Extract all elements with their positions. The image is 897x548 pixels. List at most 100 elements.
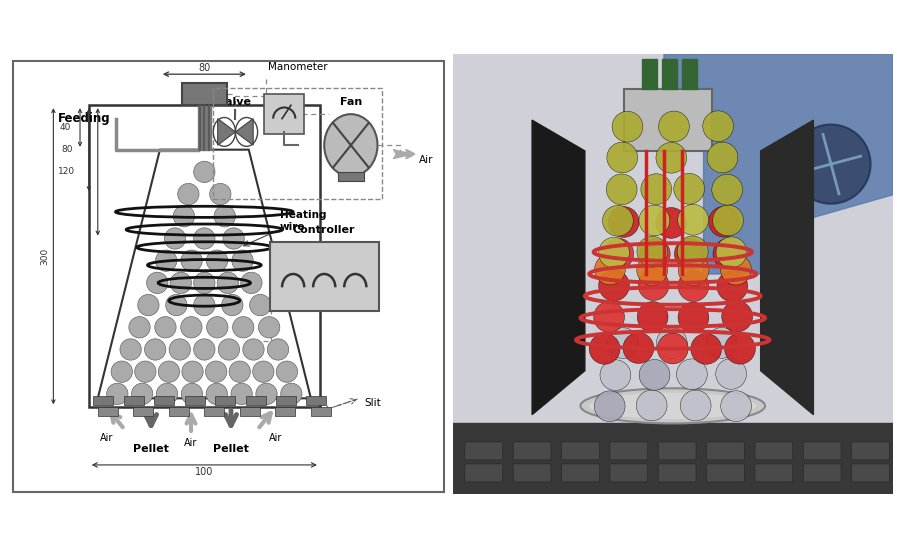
- Bar: [215, 396, 235, 405]
- Circle shape: [677, 236, 708, 267]
- FancyBboxPatch shape: [755, 464, 793, 482]
- Circle shape: [608, 207, 639, 237]
- Circle shape: [222, 294, 243, 316]
- Bar: [662, 59, 677, 89]
- FancyBboxPatch shape: [804, 464, 841, 482]
- Circle shape: [678, 271, 709, 301]
- Circle shape: [658, 111, 689, 142]
- Circle shape: [267, 339, 289, 360]
- Text: 80: 80: [198, 62, 211, 72]
- Text: Pellet: Pellet: [213, 444, 248, 454]
- FancyBboxPatch shape: [610, 464, 648, 482]
- Circle shape: [166, 294, 187, 316]
- Circle shape: [716, 358, 746, 389]
- Circle shape: [657, 328, 687, 358]
- Circle shape: [638, 270, 669, 300]
- FancyBboxPatch shape: [13, 61, 444, 492]
- Bar: [239, 407, 260, 416]
- Circle shape: [636, 390, 667, 421]
- Circle shape: [678, 204, 709, 235]
- Bar: [98, 407, 118, 416]
- Circle shape: [640, 359, 670, 390]
- Bar: [311, 407, 331, 416]
- Circle shape: [164, 228, 186, 249]
- Bar: [275, 407, 295, 416]
- Circle shape: [158, 361, 179, 383]
- Circle shape: [206, 250, 228, 271]
- Circle shape: [637, 255, 667, 286]
- Text: Controller: Controller: [293, 225, 355, 235]
- FancyBboxPatch shape: [265, 94, 304, 134]
- Circle shape: [600, 359, 631, 391]
- Circle shape: [258, 317, 280, 338]
- Circle shape: [589, 334, 620, 364]
- Circle shape: [276, 361, 298, 383]
- Circle shape: [178, 184, 199, 205]
- Circle shape: [658, 333, 688, 364]
- Text: 40: 40: [60, 123, 71, 132]
- FancyBboxPatch shape: [707, 464, 745, 482]
- Circle shape: [640, 238, 670, 270]
- Circle shape: [194, 161, 215, 182]
- FancyBboxPatch shape: [851, 464, 890, 482]
- Circle shape: [791, 124, 870, 204]
- Circle shape: [132, 383, 152, 404]
- Circle shape: [678, 255, 709, 286]
- Circle shape: [598, 270, 630, 301]
- FancyBboxPatch shape: [624, 89, 712, 151]
- Polygon shape: [235, 118, 253, 145]
- Bar: [197, 105, 211, 150]
- Circle shape: [217, 272, 239, 294]
- Circle shape: [639, 205, 670, 236]
- Text: Air: Air: [100, 433, 113, 443]
- Bar: [642, 59, 658, 89]
- Circle shape: [606, 174, 637, 205]
- Circle shape: [182, 361, 204, 383]
- Circle shape: [637, 301, 668, 333]
- Circle shape: [607, 142, 638, 173]
- FancyBboxPatch shape: [658, 442, 696, 460]
- Circle shape: [138, 294, 159, 316]
- Circle shape: [702, 111, 734, 141]
- Polygon shape: [532, 120, 585, 415]
- Polygon shape: [664, 54, 893, 274]
- Text: Manometer: Manometer: [268, 62, 327, 72]
- Circle shape: [181, 383, 203, 404]
- Circle shape: [156, 383, 178, 404]
- Text: 120: 120: [58, 167, 75, 176]
- Circle shape: [194, 339, 215, 360]
- Circle shape: [720, 391, 752, 421]
- Circle shape: [595, 254, 625, 285]
- Circle shape: [640, 174, 672, 204]
- FancyBboxPatch shape: [804, 442, 841, 460]
- Text: Pellet: Pellet: [133, 444, 169, 454]
- Circle shape: [707, 328, 737, 358]
- Text: Valve: Valve: [218, 98, 252, 107]
- Circle shape: [623, 333, 654, 363]
- Circle shape: [603, 206, 633, 236]
- Text: 300: 300: [40, 248, 49, 265]
- Bar: [89, 105, 319, 407]
- Circle shape: [206, 317, 228, 338]
- Circle shape: [612, 111, 643, 142]
- Bar: [682, 59, 697, 89]
- Circle shape: [603, 238, 633, 269]
- Bar: [124, 396, 144, 405]
- FancyBboxPatch shape: [270, 242, 379, 311]
- Text: Slit: Slit: [364, 398, 381, 408]
- Circle shape: [656, 208, 686, 238]
- Circle shape: [717, 271, 748, 302]
- FancyBboxPatch shape: [513, 442, 551, 460]
- Circle shape: [144, 339, 166, 360]
- Bar: [134, 407, 153, 416]
- Bar: [337, 172, 364, 181]
- Circle shape: [675, 238, 705, 269]
- Circle shape: [676, 359, 708, 390]
- Circle shape: [180, 317, 202, 338]
- Text: Air: Air: [184, 438, 197, 448]
- Bar: [276, 396, 296, 405]
- Bar: [307, 396, 327, 405]
- Circle shape: [674, 173, 704, 204]
- Circle shape: [194, 272, 215, 294]
- Text: Fan: Fan: [340, 98, 362, 107]
